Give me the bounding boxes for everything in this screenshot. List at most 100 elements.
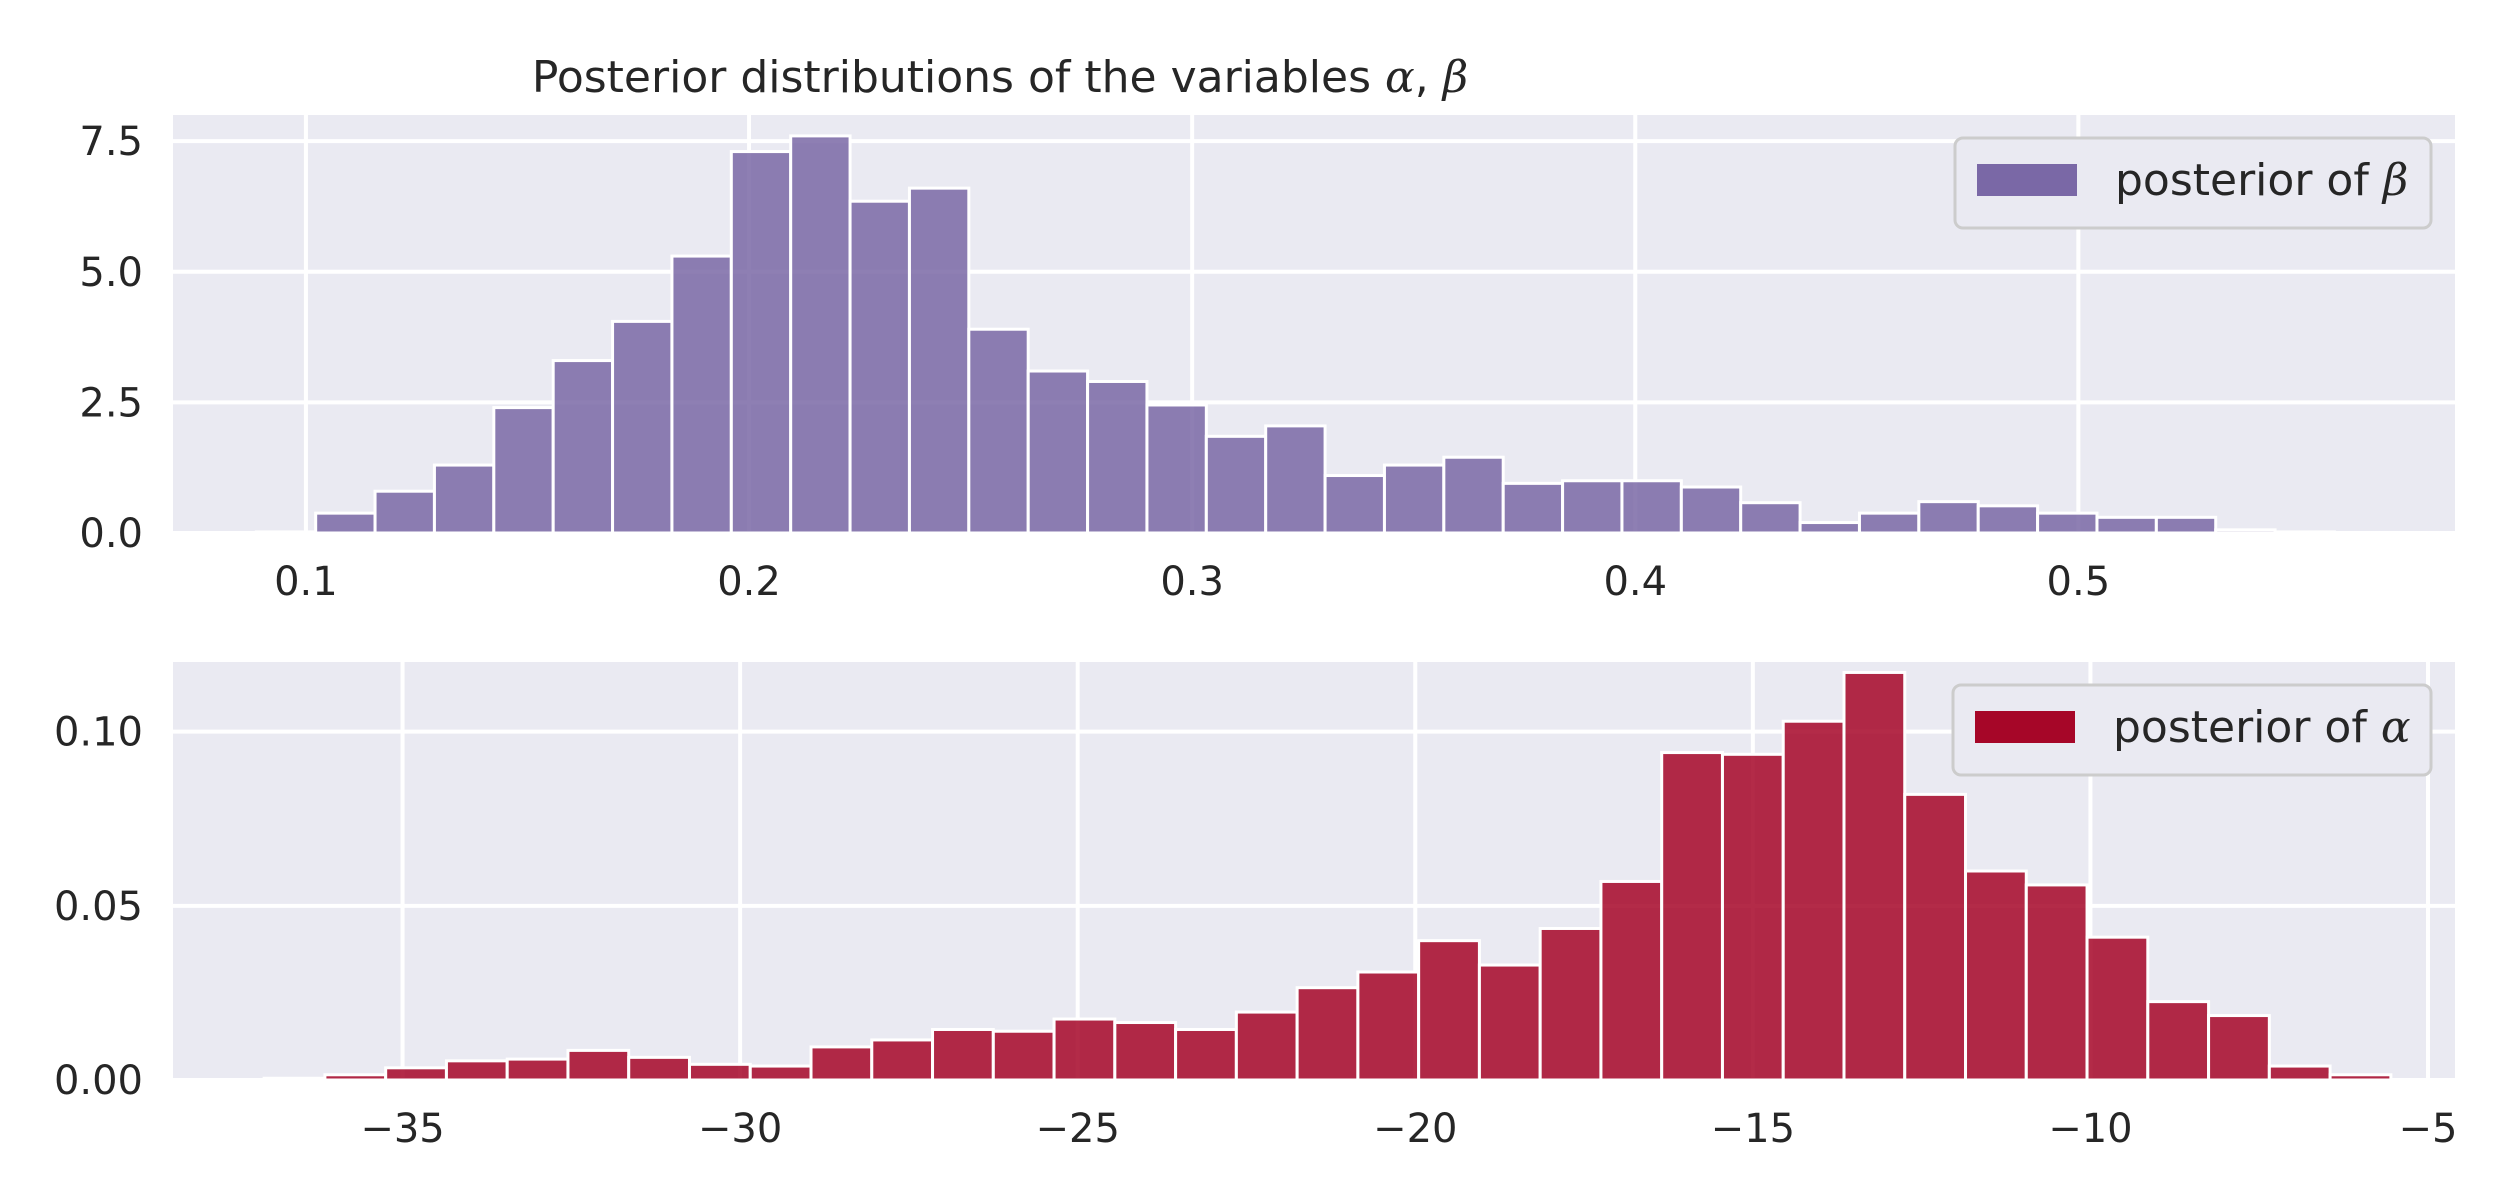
figure-title: Posterior distributions of the variables… xyxy=(532,52,1468,103)
beta-legend-frame xyxy=(1953,136,2433,230)
beta-y-tick-label: 7.5 xyxy=(79,119,143,165)
alpha-y-tick-label: 0.05 xyxy=(54,884,143,930)
beta-histogram-bar xyxy=(432,463,496,535)
alpha-bars xyxy=(262,670,2393,1082)
beta-histogram-bar xyxy=(1323,474,1386,535)
beta-histogram-bar xyxy=(2095,515,2158,535)
alpha-histogram-bar xyxy=(262,1076,327,1082)
alpha-y-tick-labels: 0.00 0.05 0.10 xyxy=(54,710,143,1104)
alpha-histogram-bar xyxy=(1538,926,1603,1082)
beta-histogram-bar xyxy=(551,359,615,535)
beta-legend-swatch xyxy=(1977,164,2077,196)
alpha-histogram-bar xyxy=(991,1029,1056,1082)
alpha-histogram-bar xyxy=(1234,1010,1299,1082)
alpha-histogram-panel: −35 −30 −25 −20 −15 −10 −5 0.00 0.05 0.10 poster… xyxy=(54,662,2458,1152)
alpha-histogram-bar xyxy=(1477,963,1542,1082)
alpha-histogram-bar xyxy=(1295,986,1360,1082)
beta-y-tick-label: 2.5 xyxy=(79,380,143,426)
alpha-histogram-bar xyxy=(627,1055,691,1082)
beta-histogram-bar xyxy=(2214,528,2277,535)
alpha-histogram-bar xyxy=(1964,869,2028,1082)
alpha-histogram-bar xyxy=(2328,1073,2393,1082)
alpha-histogram-bar xyxy=(2207,1014,2271,1082)
beta-histogram-bar xyxy=(373,489,436,535)
beta-histogram-bar xyxy=(967,327,1030,535)
beta-histogram-bar xyxy=(1382,463,1446,535)
beta-histogram-bar xyxy=(907,186,971,535)
alpha-y-tick-label: 0.00 xyxy=(54,1058,143,1104)
alpha-histogram-bar xyxy=(384,1066,448,1082)
alpha-legend-swatch xyxy=(1975,711,2075,743)
beta-x-tick-label: 0.1 xyxy=(274,559,338,605)
alpha-histogram-bar xyxy=(1052,1017,1117,1082)
beta-histogram-bar xyxy=(2036,511,2099,535)
beta-histogram-bar xyxy=(254,530,318,535)
alpha-histogram-bar xyxy=(931,1027,995,1082)
alpha-legend-label: posterior of α xyxy=(2113,702,2411,753)
beta-y-tick-label: 0.0 xyxy=(79,511,143,557)
alpha-legend: posterior of α xyxy=(1951,683,2433,777)
alpha-histogram-bar xyxy=(2267,1064,2332,1082)
alpha-x-tick-label: −15 xyxy=(1711,1106,1795,1152)
beta-histogram-bar xyxy=(1264,424,1327,535)
beta-histogram-panel: 0.1 0.2 0.3 0.4 0.5 0.0 2.5 5.0 7.5 posterior o… xyxy=(79,115,2455,605)
alpha-histogram-bar xyxy=(323,1073,388,1082)
beta-histogram-bar xyxy=(1739,501,1802,535)
beta-bars xyxy=(254,134,2336,535)
beta-histogram-bar xyxy=(2273,530,2336,535)
beta-histogram-bar xyxy=(848,199,911,535)
beta-histogram-bar xyxy=(789,134,852,535)
alpha-histogram-bar xyxy=(2024,883,2089,1082)
beta-histogram-bar xyxy=(1561,479,1624,535)
beta-x-tick-label: 0.4 xyxy=(1603,559,1667,605)
beta-histogram-bar xyxy=(1086,379,1149,535)
alpha-histogram-bar xyxy=(505,1057,570,1082)
beta-histogram-bar xyxy=(1442,455,1505,535)
alpha-histogram-bar xyxy=(1720,752,1785,1082)
beta-x-tick-label: 0.3 xyxy=(1160,559,1224,605)
alpha-histogram-bar xyxy=(1660,751,1724,1082)
alpha-legend-frame xyxy=(1951,683,2433,777)
alpha-y-tick-label: 0.10 xyxy=(54,710,143,756)
beta-histogram-bar xyxy=(1204,434,1268,535)
beta-histogram-bar xyxy=(2154,515,2218,535)
alpha-histogram-bar xyxy=(870,1038,935,1082)
alpha-histogram-bar xyxy=(1174,1027,1238,1082)
alpha-histogram-bar xyxy=(809,1045,874,1082)
beta-x-tick-label: 0.2 xyxy=(717,559,781,605)
alpha-x-tick-label: −5 xyxy=(2399,1106,2458,1152)
alpha-histogram-bar xyxy=(1356,970,1421,1082)
alpha-histogram-bar xyxy=(748,1064,813,1082)
beta-histogram-bar xyxy=(611,319,674,535)
alpha-histogram-bar xyxy=(1903,792,1968,1082)
beta-legend-label: posterior of β xyxy=(2115,155,2408,206)
alpha-histogram-bar xyxy=(566,1048,631,1082)
alpha-histogram-bar xyxy=(1842,670,1907,1082)
alpha-x-tick-label: −10 xyxy=(2048,1106,2132,1152)
alpha-histogram-bar xyxy=(1113,1021,1178,1082)
beta-histogram-bar xyxy=(1620,479,1683,535)
beta-x-tick-labels: 0.1 0.2 0.3 0.4 0.5 xyxy=(274,559,2110,605)
alpha-x-tick-label: −20 xyxy=(1373,1106,1457,1152)
alpha-histogram-bar xyxy=(2085,935,2150,1082)
beta-histogram-bar xyxy=(1976,504,2040,535)
alpha-x-tick-label: −35 xyxy=(360,1106,444,1152)
beta-y-tick-labels: 0.0 2.5 5.0 7.5 xyxy=(79,119,143,557)
beta-histogram-bar xyxy=(1501,481,1565,535)
beta-histogram-bar xyxy=(1679,485,1743,535)
beta-histogram-bar xyxy=(314,511,377,535)
alpha-histogram-bar xyxy=(1599,879,1664,1082)
beta-histogram-bar xyxy=(1917,500,1980,535)
beta-x-tick-label: 0.5 xyxy=(2047,559,2111,605)
alpha-histogram-bar xyxy=(687,1062,752,1082)
alpha-x-tick-label: −25 xyxy=(1035,1106,1119,1152)
beta-histogram-bar xyxy=(1857,511,1921,535)
beta-histogram-bar xyxy=(729,150,793,535)
alpha-histogram-bar xyxy=(1417,939,1481,1082)
alpha-histogram-bar xyxy=(2146,1000,2211,1082)
beta-y-tick-label: 5.0 xyxy=(79,250,143,296)
beta-histogram-bar xyxy=(1145,403,1208,535)
beta-histogram-bar xyxy=(670,254,733,535)
beta-histogram-bar xyxy=(1798,521,1861,535)
